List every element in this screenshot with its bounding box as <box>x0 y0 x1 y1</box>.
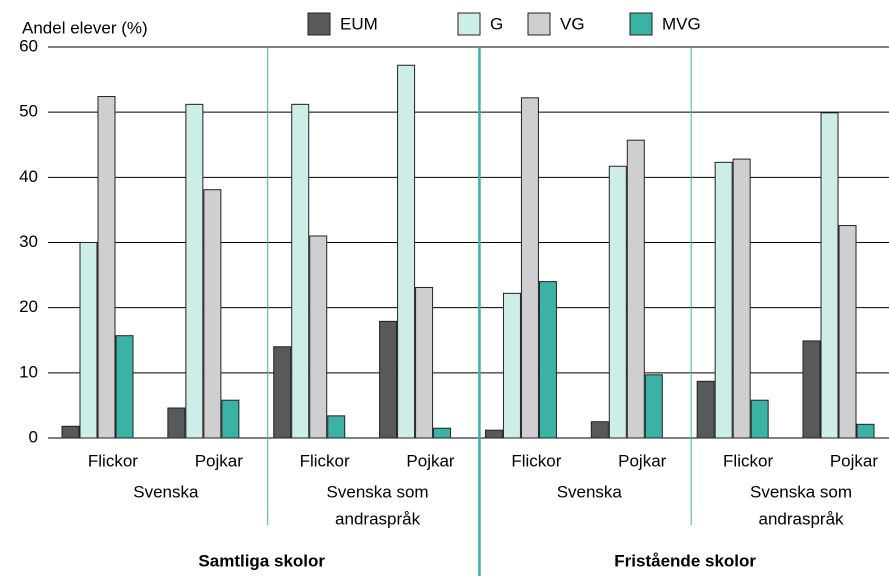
legend-label: EUM <box>340 14 378 33</box>
y-tick-label: 10 <box>19 362 38 381</box>
bar <box>838 225 857 439</box>
y-tick-label: 60 <box>19 36 38 55</box>
bar <box>167 407 186 439</box>
bar <box>379 320 398 439</box>
bar <box>590 421 609 439</box>
legend-swatch <box>629 12 653 36</box>
group-label: Fristående skolor <box>614 551 756 570</box>
bar <box>626 139 645 439</box>
x-tick-label: Flickor <box>88 451 138 470</box>
bar <box>79 242 98 439</box>
y-tick-label: 50 <box>19 102 38 121</box>
bar <box>415 286 434 439</box>
legend-swatch <box>457 12 481 36</box>
subgroup-label: Svenska som <box>750 482 852 501</box>
group-label: Samtliga skolor <box>198 551 325 570</box>
x-tick-label: Flickor <box>300 451 350 470</box>
bar <box>714 161 733 439</box>
bar <box>856 423 875 439</box>
legend-label: G <box>490 14 503 33</box>
bar <box>520 97 539 439</box>
legend-swatch <box>307 12 331 36</box>
x-tick-label: Pojkar <box>406 451 455 470</box>
bar <box>185 103 204 439</box>
subgroup-label: andraspråk <box>758 509 844 528</box>
x-tick-label: Pojkar <box>618 451 667 470</box>
bar <box>273 346 292 439</box>
x-tick-label: Flickor <box>723 451 773 470</box>
bar <box>309 235 328 439</box>
x-tick-label: Pojkar <box>830 451 879 470</box>
bar <box>221 399 240 439</box>
bar <box>502 292 521 439</box>
bar <box>291 103 310 439</box>
y-tick-label: 30 <box>19 232 38 251</box>
x-tick-label: Flickor <box>511 451 561 470</box>
bar <box>732 158 751 439</box>
legend-label: MVG <box>662 14 701 33</box>
y-axis-label: Andel elever (%) <box>22 18 148 37</box>
x-tick-label: Pojkar <box>195 451 244 470</box>
subgroup-label: Svenska <box>557 482 623 501</box>
bar <box>397 64 416 439</box>
bar <box>538 281 557 439</box>
y-tick-label: 0 <box>29 427 38 446</box>
bar <box>802 340 821 439</box>
bar <box>644 374 663 439</box>
bar <box>327 415 346 439</box>
y-tick-label: 40 <box>19 167 38 186</box>
subgroup-label: andraspråk <box>335 509 421 528</box>
bar <box>696 380 715 439</box>
bar <box>203 189 222 439</box>
legend-swatch <box>527 12 551 36</box>
legend-label: VG <box>560 14 585 33</box>
bar <box>484 429 503 439</box>
bar <box>115 335 134 439</box>
subgroup-label: Svenska <box>133 482 199 501</box>
y-tick-label: 20 <box>19 297 38 316</box>
bar <box>97 96 116 439</box>
bar <box>820 112 839 439</box>
subgroup-label: Svenska som <box>327 482 429 501</box>
bar <box>61 425 80 439</box>
bar <box>750 399 769 439</box>
bar <box>433 427 452 439</box>
bar <box>608 165 627 439</box>
